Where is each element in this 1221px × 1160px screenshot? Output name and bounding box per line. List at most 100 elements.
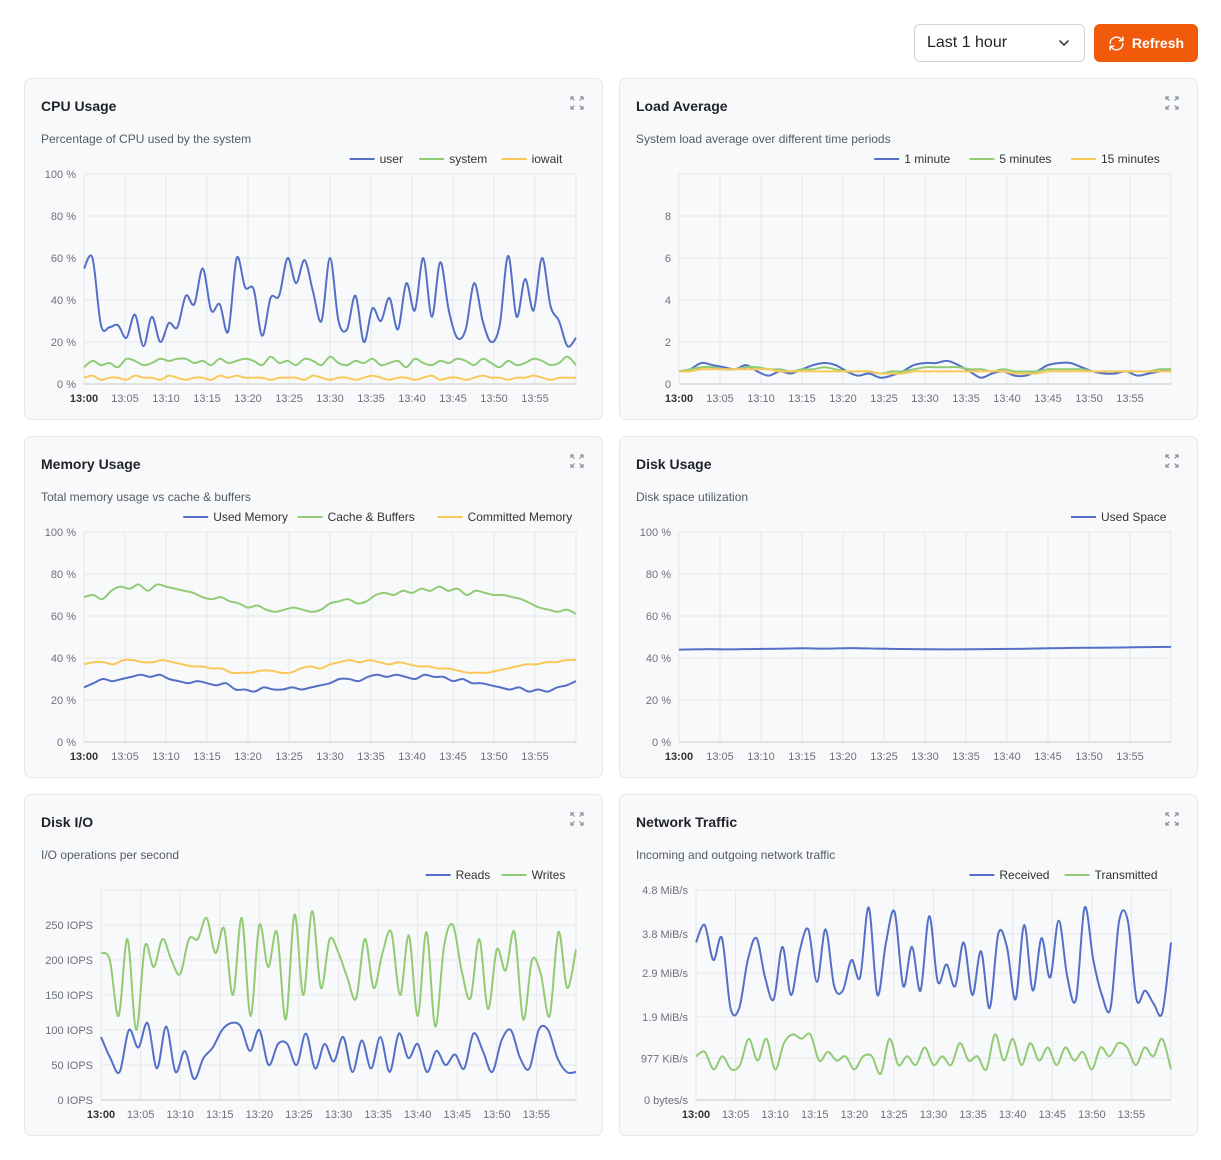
legend-item-label[interactable]: 5 minutes: [999, 152, 1051, 166]
x-tick-label: 13:30: [920, 1109, 948, 1121]
y-tick-label: 100 %: [640, 527, 671, 539]
x-tick-label: 13:00: [87, 1109, 115, 1121]
x-tick-label: 13:25: [870, 751, 898, 763]
network-traffic-chart: 0 bytes/s 977 KiB/s 1.9 MiB/s 2.9 MiB/s 3.8 …: [641, 868, 1172, 1121]
x-tick-label: 13:00: [665, 751, 693, 763]
y-tick-label: 20 %: [51, 337, 76, 349]
x-tick-label: 13:40: [999, 1109, 1027, 1121]
expand-icon[interactable]: [570, 454, 584, 468]
x-tick-label: 13:25: [880, 1109, 908, 1121]
y-tick-label: 60 %: [51, 253, 76, 265]
panel-description: Percentage of CPU used by the system: [41, 132, 252, 146]
x-tick-label: 13:45: [443, 1109, 471, 1121]
x-tick-label: 13:30: [911, 751, 939, 763]
x-tick-label: 13:55: [1116, 393, 1144, 405]
y-tick-label: 150 IOPS: [45, 990, 93, 1002]
x-tick-label: 13:25: [275, 393, 303, 405]
x-tick-label: 13:20: [829, 393, 857, 405]
x-tick-label: 13:30: [316, 751, 344, 763]
y-tick-label: 3.8 MiB/s: [642, 929, 688, 941]
toolbar: Last 1 hour Refresh: [914, 24, 1198, 62]
legend-item-label[interactable]: Committed Memory: [468, 510, 573, 524]
x-tick-label: 13:40: [398, 751, 426, 763]
panel-title: Disk Usage: [636, 456, 712, 472]
disk-usage-chart: 0 % 20 % 40 % 60 % 80 % 100 % 13:00 13:05 13:10 1…: [640, 510, 1172, 763]
x-tick-label: 13:00: [70, 393, 98, 405]
legend-item-label[interactable]: Used Memory: [213, 510, 288, 524]
panel-load-average: 0 2 4 6 8 13:00 13:05 13:10 13:15 13:20 13:25 13:30…: [619, 78, 1198, 420]
time-range-select[interactable]: Last 1 hour: [914, 24, 1085, 62]
panel-title: Disk I/O: [41, 814, 94, 830]
x-tick-label: 13:20: [234, 393, 262, 405]
series-line-transmitted: [695, 1032, 1172, 1075]
x-tick-label: 13:45: [439, 393, 467, 405]
legend-item-label[interactable]: Cache & Buffers: [328, 510, 415, 524]
y-tick-label: 60 %: [646, 611, 671, 623]
x-tick-label: 13:40: [993, 393, 1021, 405]
x-tick-label: 13:10: [747, 393, 775, 405]
x-tick-label: 13:25: [285, 1109, 313, 1121]
x-tick-label: 13:10: [761, 1109, 789, 1121]
x-tick-label: 13:45: [1034, 751, 1062, 763]
expand-icon[interactable]: [1165, 812, 1179, 826]
x-tick-label: 13:10: [152, 751, 180, 763]
expand-icon[interactable]: [570, 812, 584, 826]
x-tick-label: 13:15: [788, 393, 816, 405]
panel-title: Load Average: [636, 98, 728, 114]
x-tick-label: 13:10: [166, 1109, 194, 1121]
x-tick-label: 13:05: [706, 393, 734, 405]
y-tick-label: 100 IOPS: [45, 1025, 93, 1037]
legend-item-label[interactable]: user: [380, 152, 403, 166]
legend-item-label[interactable]: Reads: [456, 868, 491, 882]
x-tick-label: 13:30: [911, 393, 939, 405]
series-line-used-space: [678, 645, 1172, 651]
y-tick-label: 0 IOPS: [58, 1095, 93, 1107]
panel-memory-usage: 0 % 20 % 40 % 60 % 80 % 100 % 13:00 13:05 13:10 1…: [24, 436, 603, 778]
panel-cpu-usage: 0 % 20 % 40 % 60 % 80 % 100 % 13:00 13:05 13:10 1…: [24, 78, 603, 420]
x-tick-label: 13:50: [1075, 393, 1103, 405]
legend-item-label[interactable]: Transmitted: [1095, 868, 1158, 882]
panel-description: System load average over different time …: [636, 132, 891, 146]
legend-item-label[interactable]: Writes: [532, 868, 566, 882]
series-line-iowait: [83, 374, 576, 381]
legend-item-label[interactable]: Received: [999, 868, 1049, 882]
series-line-cache-buffers: [83, 583, 577, 615]
panel-description: Disk space utilization: [636, 490, 749, 504]
disk-io-chart: 0 IOPS 50 IOPS 100 IOPS 150 IOPS 200 IOPS 250…: [45, 868, 577, 1121]
y-tick-label: 0 bytes/s: [644, 1095, 689, 1107]
y-tick-label: 977 KiB/s: [641, 1053, 689, 1065]
x-tick-label: 13:40: [398, 393, 426, 405]
y-tick-label: 4: [665, 295, 671, 307]
x-tick-label: 13:20: [841, 1109, 869, 1121]
memory-usage-chart: 0 % 20 % 40 % 60 % 80 % 100 % 13:00 13:05 13:10 1…: [45, 510, 577, 763]
x-tick-label: 13:35: [364, 1109, 392, 1121]
x-tick-label: 13:55: [1116, 751, 1144, 763]
legend-item-label[interactable]: 15 minutes: [1101, 152, 1160, 166]
expand-icon[interactable]: [570, 96, 584, 110]
expand-icon[interactable]: [1165, 96, 1179, 110]
series-line-writes: [100, 909, 577, 1032]
legend-item-label[interactable]: iowait: [532, 152, 563, 166]
legend-item-label[interactable]: Used Space: [1101, 510, 1167, 524]
legend-item-label[interactable]: system: [449, 152, 487, 166]
y-tick-label: 20 %: [646, 695, 671, 707]
x-tick-label: 13:05: [722, 1109, 750, 1121]
expand-icon[interactable]: [1165, 454, 1179, 468]
x-tick-label: 13:05: [111, 393, 139, 405]
x-tick-label: 13:35: [357, 393, 385, 405]
y-tick-label: 60 %: [51, 611, 76, 623]
x-tick-label: 13:30: [316, 393, 344, 405]
series-line-system: [83, 355, 577, 369]
x-tick-label: 13:05: [127, 1109, 155, 1121]
legend-item-label[interactable]: 1 minute: [904, 152, 950, 166]
x-tick-label: 13:45: [1034, 393, 1062, 405]
y-tick-label: 40 %: [51, 295, 76, 307]
y-tick-label: 50 IOPS: [51, 1060, 93, 1072]
x-tick-label: 13:15: [193, 393, 221, 405]
x-tick-label: 13:00: [665, 393, 693, 405]
load-average-chart: 0 2 4 6 8 13:00 13:05 13:10 13:15 13:20 13:25 13:30…: [665, 152, 1172, 405]
y-tick-label: 4.8 MiB/s: [642, 885, 688, 897]
cpu-usage-chart: 0 % 20 % 40 % 60 % 80 % 100 % 13:00 13:05 13:10 1…: [45, 152, 577, 405]
refresh-button[interactable]: Refresh: [1094, 24, 1198, 62]
series-line-received: [695, 906, 1172, 1017]
